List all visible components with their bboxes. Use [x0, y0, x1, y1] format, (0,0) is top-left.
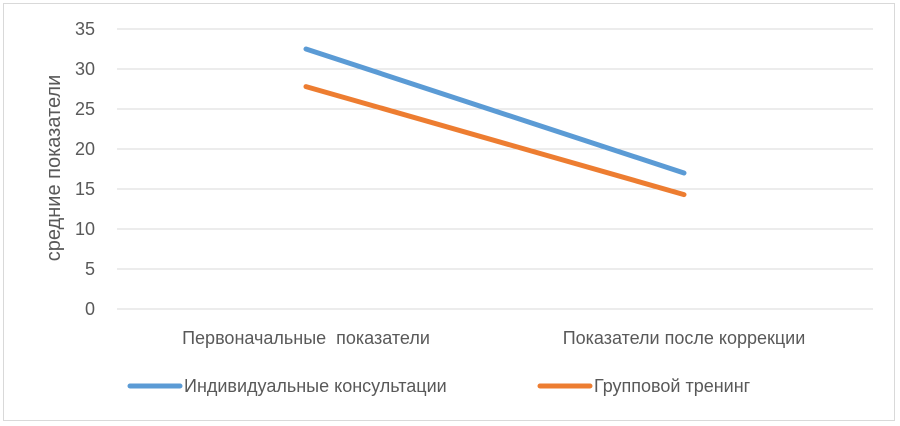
legend-label: Групповой тренинг — [594, 376, 751, 396]
y-tick-label: 10 — [75, 219, 95, 239]
y-axis-label: средние показатели — [43, 75, 65, 262]
y-axis-ticks: 0 5 10 15 20 25 30 35 — [75, 19, 95, 319]
y-tick-label: 15 — [75, 179, 95, 199]
series-line-2 — [303, 84, 687, 198]
y-tick-label: 25 — [75, 99, 95, 119]
legend-label: Индивидуальные консультации — [184, 376, 447, 396]
y-tick-label: 5 — [85, 259, 95, 279]
gridlines — [117, 28, 873, 310]
x-category-label: Показатели после коррекции — [563, 328, 806, 348]
series-line-1 — [303, 46, 687, 176]
y-tick-label: 0 — [85, 299, 95, 319]
legend: Индивидуальные консультации Групповой тре… — [127, 376, 751, 396]
y-tick-label: 30 — [75, 59, 95, 79]
series-lines — [303, 46, 687, 198]
x-axis-categories: Первоначальные показатели Показатели посл… — [182, 328, 805, 348]
chart-frame — [3, 3, 895, 421]
x-category-label: Первоначальные показатели — [182, 328, 430, 348]
y-tick-label: 35 — [75, 19, 95, 39]
y-tick-label: 20 — [75, 139, 95, 159]
